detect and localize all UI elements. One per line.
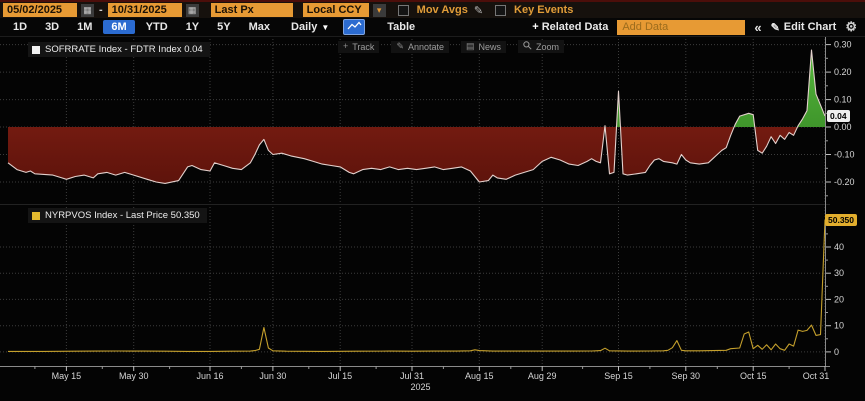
svg-text:Jul 15: Jul 15 — [328, 371, 352, 381]
collapse-chevrons[interactable]: « — [754, 19, 762, 35]
dropdown-triangle-icon: ▼ — [321, 22, 330, 32]
plus-icon: + — [532, 21, 539, 33]
toolbar-row-1: 05/02/2025 ▦ - 10/31/2025 ▦ Last Px Loca… — [0, 0, 865, 18]
svg-text:Sep 30: Sep 30 — [672, 371, 701, 381]
chevron-down-icon[interactable]: ▾ — [372, 3, 386, 17]
price-field-select[interactable]: Last Px — [210, 3, 293, 17]
calendar-icon[interactable]: ▦ — [185, 3, 199, 17]
svg-text:Oct 15: Oct 15 — [740, 371, 767, 381]
toolbar-right-cluster: + Related Data « ✎ Edit Chart ⚙ — [532, 19, 861, 35]
upper-panel-legend[interactable]: SOFRRATE Index - FDTR Index 0.04 — [28, 42, 210, 57]
track-button[interactable]: + Track — [338, 40, 380, 53]
range-tab-1m[interactable]: 1M — [77, 21, 93, 33]
svg-text:0.30: 0.30 — [834, 40, 852, 50]
mov-avgs-checkbox[interactable] — [397, 4, 409, 16]
edit-chart-label: Edit Chart — [783, 21, 837, 33]
svg-text:Aug 15: Aug 15 — [465, 371, 494, 381]
svg-text:Jun 30: Jun 30 — [259, 371, 286, 381]
svg-text:0: 0 — [834, 347, 839, 357]
range-tab-6m-active[interactable]: 6M — [103, 20, 135, 34]
svg-text:May 15: May 15 — [52, 371, 82, 381]
toolbar-row-2: 1D 3D 1M 6M YTD 1Y 5Y Max Daily ▼ Table … — [0, 18, 865, 37]
svg-text:2025: 2025 — [410, 382, 430, 392]
range-tab-1y[interactable]: 1Y — [185, 21, 200, 33]
svg-text:10: 10 — [834, 321, 844, 331]
lower-last-price-tag: 50.350 — [825, 214, 857, 226]
edit-chart-button[interactable]: ✎ Edit Chart — [771, 21, 837, 34]
zoom-button[interactable]: Zoom — [518, 40, 565, 53]
chart-plot-area[interactable]: 0.30 0.20 0.10 0.00 -0.10 -0.20 40 30 20 10 0 May 1… — [0, 37, 865, 401]
news-icon: ▤ — [466, 41, 475, 51]
frequency-label: Daily — [291, 21, 318, 33]
svg-text:0.00: 0.00 — [834, 122, 852, 132]
svg-text:-0.10: -0.10 — [834, 150, 855, 160]
svg-text:30: 30 — [834, 268, 844, 278]
range-tab-1d[interactable]: 1D — [13, 21, 28, 33]
add-data-input[interactable] — [617, 19, 746, 35]
svg-text:0.10: 0.10 — [834, 95, 852, 105]
crosshair-icon: + — [343, 41, 349, 51]
svg-text:Aug 29: Aug 29 — [528, 371, 557, 381]
pencil-icon: ✎ — [770, 21, 780, 34]
svg-text:-0.20: -0.20 — [834, 177, 855, 187]
table-button[interactable]: Table — [387, 21, 416, 33]
svg-text:0.20: 0.20 — [834, 67, 852, 77]
svg-text:Oct 31: Oct 31 — [803, 371, 830, 381]
range-tab-max[interactable]: Max — [248, 21, 271, 33]
upper-legend-label: SOFRRATE Index - FDTR Index 0.04 — [45, 44, 203, 55]
news-button[interactable]: ▤ News — [461, 40, 507, 53]
annotate-label: Annotate — [407, 41, 445, 52]
currency-select[interactable]: Local CCY — [302, 3, 369, 17]
frequency-dropdown[interactable]: Daily ▼ — [279, 21, 335, 33]
annotate-button[interactable]: ✎ Annotate — [391, 40, 450, 53]
svg-text:Jul 31: Jul 31 — [400, 371, 424, 381]
magnifier-icon — [523, 41, 532, 52]
lower-panel-legend[interactable]: NYRPVOS Index - Last Price 50.350 — [28, 208, 207, 223]
series-swatch-white — [32, 45, 40, 54]
svg-text:May 30: May 30 — [119, 371, 149, 381]
related-data-button[interactable]: + Related Data — [532, 21, 608, 33]
zoom-label: Zoom — [536, 41, 560, 52]
key-events-checkbox[interactable] — [495, 4, 507, 16]
chart-tools: + Track ✎ Annotate ▤ News Zoom — [338, 40, 565, 53]
date-to-field[interactable]: 10/31/2025 — [107, 3, 182, 17]
key-events-label: Key Events — [514, 4, 574, 16]
pencil-icon[interactable]: ✎ — [473, 4, 484, 17]
line-chart-icon — [347, 20, 362, 34]
series-swatch-yellow — [32, 211, 40, 220]
range-tab-5y[interactable]: 5Y — [217, 21, 231, 33]
date-range-separator: - — [99, 4, 103, 16]
track-label: Track — [352, 41, 375, 52]
date-from-field[interactable]: 05/02/2025 — [3, 3, 77, 17]
pencil-icon: ✎ — [396, 41, 404, 51]
upper-last-price-tag: 0.04 — [827, 110, 850, 122]
range-tab-3d[interactable]: 3D — [45, 21, 60, 33]
range-tab-ytd[interactable]: YTD — [145, 21, 168, 33]
lower-legend-label: NYRPVOS Index - Last Price 50.350 — [45, 210, 200, 221]
svg-text:20: 20 — [834, 294, 844, 304]
svg-text:40: 40 — [834, 242, 844, 252]
calendar-icon[interactable]: ▦ — [81, 3, 94, 17]
gear-icon[interactable]: ⚙ — [845, 19, 857, 34]
line-chart-toggle-button[interactable] — [343, 19, 366, 35]
related-data-label: Related Data — [541, 21, 609, 33]
svg-text:Jun 16: Jun 16 — [196, 371, 223, 381]
svg-text:Sep 15: Sep 15 — [604, 371, 633, 381]
mov-avgs-label: Mov Avgs — [416, 4, 468, 16]
news-label: News — [478, 41, 502, 52]
